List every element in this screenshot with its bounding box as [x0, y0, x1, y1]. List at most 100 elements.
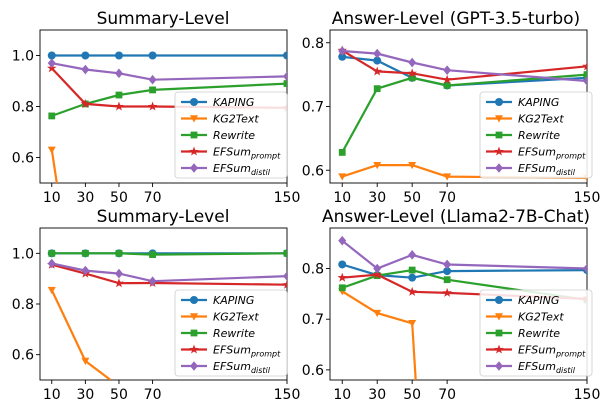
point-KAPING	[148, 51, 157, 60]
legend-label-KAPING: KAPING	[518, 294, 559, 307]
point-EFSum_prompt	[80, 98, 91, 108]
point-KAPING	[81, 51, 90, 60]
y-tick-label: 0.7	[302, 312, 324, 328]
y-tick-label: 0.6	[302, 363, 324, 379]
chart-title: Answer-Level (Llama2-7B-Chat)	[322, 207, 590, 227]
point-Rewrite	[443, 276, 451, 284]
legend-marker-Rewrite	[190, 131, 198, 139]
x-tick-label: 30	[368, 387, 386, 401]
y-tick-label: 0.7	[302, 100, 324, 116]
y-tick-label: 0.8	[302, 36, 324, 52]
point-EFSum_prompt	[407, 286, 417, 296]
point-KG2Text	[408, 161, 417, 170]
point-EFSum_prompt	[372, 66, 382, 76]
x-tick-label: 70	[438, 190, 456, 206]
legend-label-KG2Text: KG2Text	[213, 311, 259, 324]
legend-marker-KAPING	[495, 296, 503, 304]
legend-label-KG2Text: KG2Text	[518, 311, 564, 324]
plot-area	[47, 249, 287, 380]
x-tick-label: 150	[274, 387, 301, 401]
legend-label-KAPING: KAPING	[213, 294, 254, 307]
x-tick-label: 10	[43, 190, 61, 206]
point-Rewrite	[149, 86, 156, 94]
legend-marker-EFSum_distil	[495, 361, 503, 371]
legend-label-EFSum_prompt: EFSumprompt	[213, 146, 281, 161]
point-KAPING	[47, 51, 56, 60]
x-tick-label: 150	[574, 190, 601, 206]
series-line-KG2Text	[50, 289, 112, 380]
x-tick-label: 30	[76, 387, 94, 401]
point-Rewrite	[408, 266, 416, 274]
point-KG2Text	[338, 173, 347, 181]
point-EFSum_distil	[408, 250, 417, 260]
point-KAPING	[408, 273, 417, 282]
point-EFSum_prompt	[147, 101, 158, 111]
legend-label-Rewrite: Rewrite	[518, 327, 560, 340]
y-tick-label: 1.0	[12, 49, 34, 65]
point-EFSum_distil	[148, 276, 157, 286]
x-tick-label: 10	[333, 387, 351, 401]
point-EFSum_prompt	[282, 279, 287, 289]
point-EFSum_prompt	[114, 101, 124, 111]
point-Rewrite	[115, 91, 123, 99]
point-Rewrite	[115, 249, 123, 257]
point-KG2Text	[408, 320, 417, 328]
legend-marker-KG2Text	[190, 313, 198, 321]
point-EFSum_distil	[338, 235, 347, 246]
point-KG2Text	[373, 161, 382, 170]
point-KAPING	[338, 260, 347, 269]
point-KAPING	[114, 51, 123, 60]
x-tick-label: 70	[144, 387, 162, 401]
point-EFSum_distil	[148, 74, 157, 85]
legend-label-EFSum_distil: EFSumdistil	[518, 360, 576, 375]
x-tick-label: 10	[333, 190, 351, 206]
point-EFSum_distil	[283, 271, 287, 281]
legend-box	[479, 289, 593, 377]
point-EFSum_distil	[114, 268, 123, 279]
plot-area	[337, 45, 587, 182]
series-line-KG2Text	[341, 290, 417, 380]
y-tick-label: 1.0	[12, 246, 34, 262]
legend-label-Rewrite: Rewrite	[213, 129, 255, 142]
x-tick-label: 70	[144, 190, 162, 206]
point-EFSum_distil	[81, 64, 90, 75]
point-EFSum_prompt	[442, 74, 452, 84]
y-tick-label: 0.6	[12, 151, 34, 167]
series-line-EFSum_distil	[341, 239, 587, 270]
x-tick-label: 30	[368, 190, 386, 206]
point-EFSum_prompt	[407, 68, 417, 78]
point-EFSum_prompt	[337, 272, 347, 282]
point-EFSum_distil	[408, 57, 417, 68]
x-tick-label: 70	[438, 387, 456, 401]
x-tick-label: 50	[403, 190, 421, 206]
chart-title: Answer-Level (GPT-3.5-turbo)	[332, 9, 580, 29]
y-tick-label: 0.6	[302, 163, 324, 179]
legend-marker-EFSum_prompt	[189, 146, 199, 156]
x-tick-label: 50	[403, 387, 421, 401]
point-Rewrite	[408, 74, 416, 82]
point-KAPING	[283, 51, 287, 60]
chart-title: Summary-Level	[97, 9, 230, 29]
point-Rewrite	[283, 249, 287, 257]
point-Rewrite	[373, 85, 381, 93]
point-EFSum_distil	[583, 263, 587, 274]
legend-box	[479, 91, 593, 179]
y-tick-label: 0.6	[12, 348, 34, 364]
x-tick-label: 50	[110, 387, 128, 401]
legend: KAPING KG2Text Rewrite EFSumpromptEFSumdist…	[479, 91, 593, 179]
legend-marker-KAPING	[190, 296, 198, 304]
chart-panel-2: Answer-Level (GPT-3.5-turbo) 0.6 0.7 0.8 10 3…	[302, 9, 601, 206]
point-KAPING	[338, 52, 347, 61]
point-Rewrite	[48, 249, 56, 257]
point-Rewrite	[283, 80, 287, 87]
legend-marker-Rewrite	[190, 329, 198, 337]
legend-label-KAPING: KAPING	[518, 96, 559, 109]
legend-marker-EFSum_distil	[190, 163, 198, 173]
chart-panel-4: Answer-Level (Llama2-7B-Chat) 0.6 0.7 0.8 10…	[302, 207, 601, 401]
legend-box	[174, 91, 288, 179]
legend-label-KG2Text: KG2Text	[213, 113, 259, 126]
legend-label-EFSum_distil: EFSumdistil	[518, 162, 576, 177]
point-Rewrite	[338, 284, 346, 292]
legend-marker-KAPING	[495, 98, 503, 106]
legend-label-EFSum_prompt: EFSumprompt	[213, 344, 281, 359]
